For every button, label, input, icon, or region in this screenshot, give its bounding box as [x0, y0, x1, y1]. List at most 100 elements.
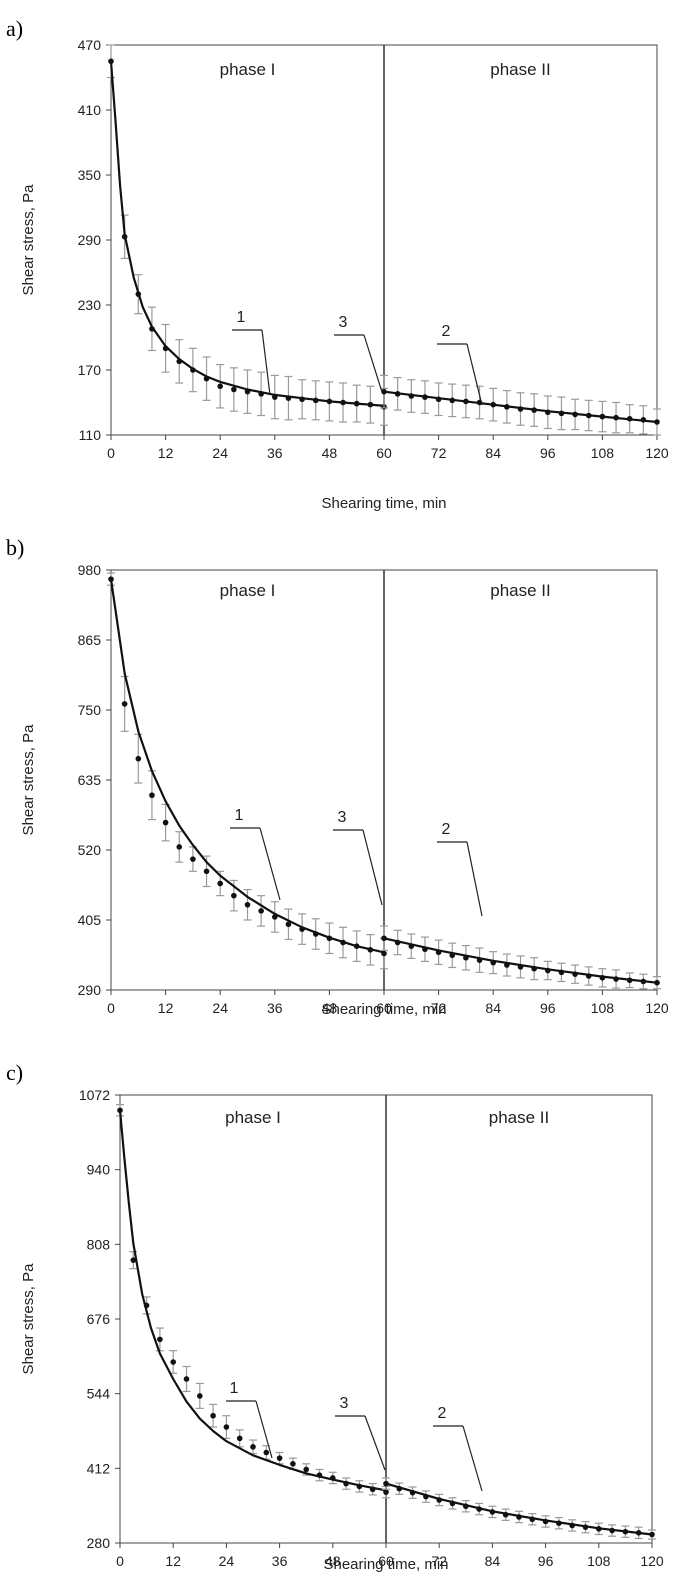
curve-label: 2: [442, 821, 451, 838]
panel-letter: c): [6, 1060, 23, 1085]
data-point: [436, 1497, 443, 1503]
x-tick-label: 0: [116, 1553, 124, 1569]
x-tick-label: 84: [485, 1553, 501, 1569]
fit-curve: [109, 61, 385, 407]
x-tick-label: 96: [540, 1000, 556, 1016]
data-point: [121, 233, 128, 240]
y-tick-label: 750: [78, 702, 102, 718]
x-tick-label: 120: [645, 445, 669, 461]
data-point: [529, 1516, 536, 1523]
y-tick-label: 410: [78, 102, 102, 118]
x-tick-label: 60: [376, 1000, 392, 1016]
x-tick-label: 12: [165, 1553, 181, 1569]
y-tick-label: 544: [87, 1386, 111, 1402]
data-point: [130, 1257, 137, 1263]
data-point: [449, 397, 456, 404]
data-point: [463, 954, 469, 961]
data-point: [490, 401, 497, 408]
data-point: [542, 1518, 549, 1525]
data-point: [162, 819, 169, 826]
data-point: [609, 1527, 615, 1534]
data-point: [613, 414, 619, 421]
y-tick-label: 110: [79, 427, 102, 443]
data-point: [303, 1466, 310, 1473]
data-point: [654, 419, 660, 425]
data-point: [531, 965, 537, 972]
data-point: [217, 880, 223, 887]
data-point: [517, 406, 524, 412]
leader-line: [362, 829, 383, 906]
y-tick-label: 676: [87, 1311, 111, 1327]
data-point: [170, 1359, 176, 1365]
data-point: [394, 391, 401, 397]
data-point: [423, 1493, 429, 1500]
data-point: [572, 411, 578, 418]
y-axis-title: Shear stress, Pa: [20, 1263, 37, 1375]
curve-label: 1: [237, 309, 246, 326]
data-point: [572, 971, 578, 977]
y-tick-label: 635: [78, 772, 102, 788]
data-point: [340, 399, 346, 406]
curve-label: 3: [339, 314, 348, 331]
data-point: [276, 1455, 283, 1461]
data-point: [121, 701, 128, 707]
fit-curve: [109, 578, 385, 954]
data-point: [149, 792, 155, 799]
data-point: [585, 973, 592, 979]
data-point: [422, 946, 428, 953]
x-tick-label: 60: [378, 1553, 394, 1569]
data-point: [449, 1500, 456, 1507]
x-tick-label: 24: [212, 445, 228, 461]
data-point: [203, 375, 210, 382]
data-point: [489, 1509, 496, 1515]
leader-line: [259, 827, 281, 901]
data-point: [330, 1475, 336, 1481]
y-tick-label: 230: [78, 297, 102, 313]
data-point: [353, 943, 360, 949]
data-point: [162, 345, 169, 352]
x-tick-label: 120: [645, 1000, 669, 1016]
y-tick-label: 520: [78, 842, 102, 858]
data-point: [258, 391, 264, 397]
data-point: [210, 1412, 216, 1419]
data-point: [517, 964, 524, 970]
x-tick-label: 36: [272, 1553, 288, 1569]
y-tick-label: 280: [87, 1535, 111, 1551]
x-tick-label: 84: [485, 445, 501, 461]
data-point: [149, 326, 155, 332]
data-point: [622, 1528, 629, 1535]
data-point: [285, 921, 292, 928]
chart-panel-c: c) 0 12 24 36 48 60 72 84 96 108 120 280 412 544 676 808…: [0, 1045, 675, 1573]
data-point: [626, 977, 633, 984]
curve-label: 3: [338, 809, 347, 826]
x-axis-title: Shearing time, min: [321, 1001, 446, 1018]
leader-line: [462, 1425, 483, 1492]
data-point: [217, 383, 223, 390]
x-tick-label: 96: [538, 1553, 554, 1569]
curve-label: 1: [235, 807, 244, 824]
data-point: [343, 1480, 349, 1487]
data-point: [408, 943, 415, 949]
data-point: [231, 386, 237, 393]
data-point: [250, 1444, 256, 1450]
chart-a: a)0 12 24 36 48 60 72 84 96 108 120110170230290350…: [6, 16, 669, 512]
x-tick-label: 24: [219, 1553, 235, 1569]
data-point: [135, 755, 142, 762]
data-point: [490, 959, 497, 966]
data-point: [545, 409, 551, 416]
x-axis-title: Shearing time, min: [321, 495, 446, 512]
phase-label: phase II: [489, 1108, 550, 1127]
data-point: [422, 394, 428, 400]
x-tick-label: 48: [325, 1553, 341, 1569]
phase-label: phase II: [490, 581, 551, 600]
data-point: [435, 949, 442, 956]
y-axis-title: Shear stress, Pa: [20, 184, 37, 296]
data-point: [312, 397, 319, 404]
data-point: [244, 388, 251, 395]
data-point: [340, 939, 346, 946]
chart-c: c)0 12 24 36 48 60 72 84 96 108 120280412544676808…: [6, 1060, 664, 1573]
leader-line: [466, 343, 483, 406]
data-point: [531, 407, 537, 413]
data-point: [476, 1506, 482, 1512]
data-point: [356, 1483, 363, 1490]
